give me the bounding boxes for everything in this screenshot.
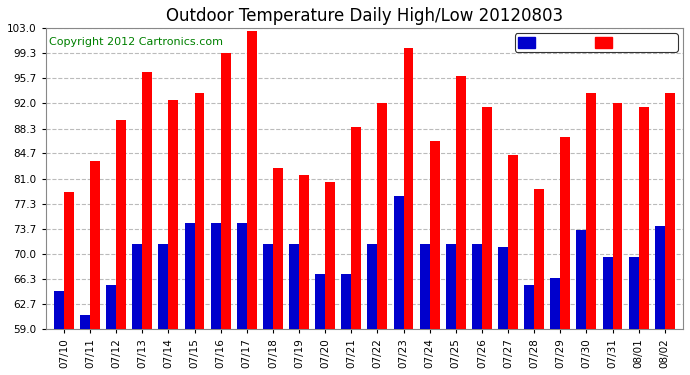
Bar xyxy=(325,182,335,375)
Bar xyxy=(237,223,247,375)
Bar xyxy=(221,53,230,375)
Bar xyxy=(368,244,377,375)
Bar xyxy=(639,106,649,375)
Bar xyxy=(289,244,299,375)
Bar xyxy=(299,175,309,375)
Bar xyxy=(576,230,586,375)
Bar xyxy=(456,76,466,375)
Bar xyxy=(498,247,508,375)
Bar xyxy=(132,244,142,375)
Bar xyxy=(482,106,492,375)
Bar xyxy=(263,244,273,375)
Bar xyxy=(106,285,116,375)
Bar xyxy=(185,223,195,375)
Bar xyxy=(524,285,534,375)
Bar xyxy=(508,154,518,375)
Bar xyxy=(551,278,560,375)
Bar xyxy=(342,274,351,375)
Bar xyxy=(351,127,361,375)
Bar xyxy=(377,103,387,375)
Bar xyxy=(664,93,675,375)
Bar xyxy=(393,196,404,375)
Bar xyxy=(420,244,430,375)
Legend: Low  (°F), High  (°F): Low (°F), High (°F) xyxy=(515,33,678,51)
Bar xyxy=(472,244,482,375)
Bar xyxy=(560,138,570,375)
Bar xyxy=(195,93,204,375)
Bar xyxy=(54,291,64,375)
Bar xyxy=(629,257,639,375)
Title: Outdoor Temperature Daily High/Low 20120803: Outdoor Temperature Daily High/Low 20120… xyxy=(166,7,563,25)
Bar xyxy=(586,93,596,375)
Bar xyxy=(655,226,664,375)
Bar xyxy=(273,168,283,375)
Bar xyxy=(613,103,622,375)
Bar xyxy=(159,244,168,375)
Bar xyxy=(142,72,152,375)
Bar xyxy=(168,100,178,375)
Bar xyxy=(430,141,440,375)
Bar xyxy=(404,48,413,375)
Bar xyxy=(116,120,126,375)
Bar xyxy=(446,244,456,375)
Bar xyxy=(64,192,74,375)
Bar xyxy=(210,223,221,375)
Bar xyxy=(315,274,325,375)
Bar xyxy=(80,315,90,375)
Bar xyxy=(534,189,544,375)
Text: Copyright 2012 Cartronics.com: Copyright 2012 Cartronics.com xyxy=(49,37,223,47)
Bar xyxy=(90,161,100,375)
Bar xyxy=(247,31,257,375)
Bar xyxy=(602,257,613,375)
